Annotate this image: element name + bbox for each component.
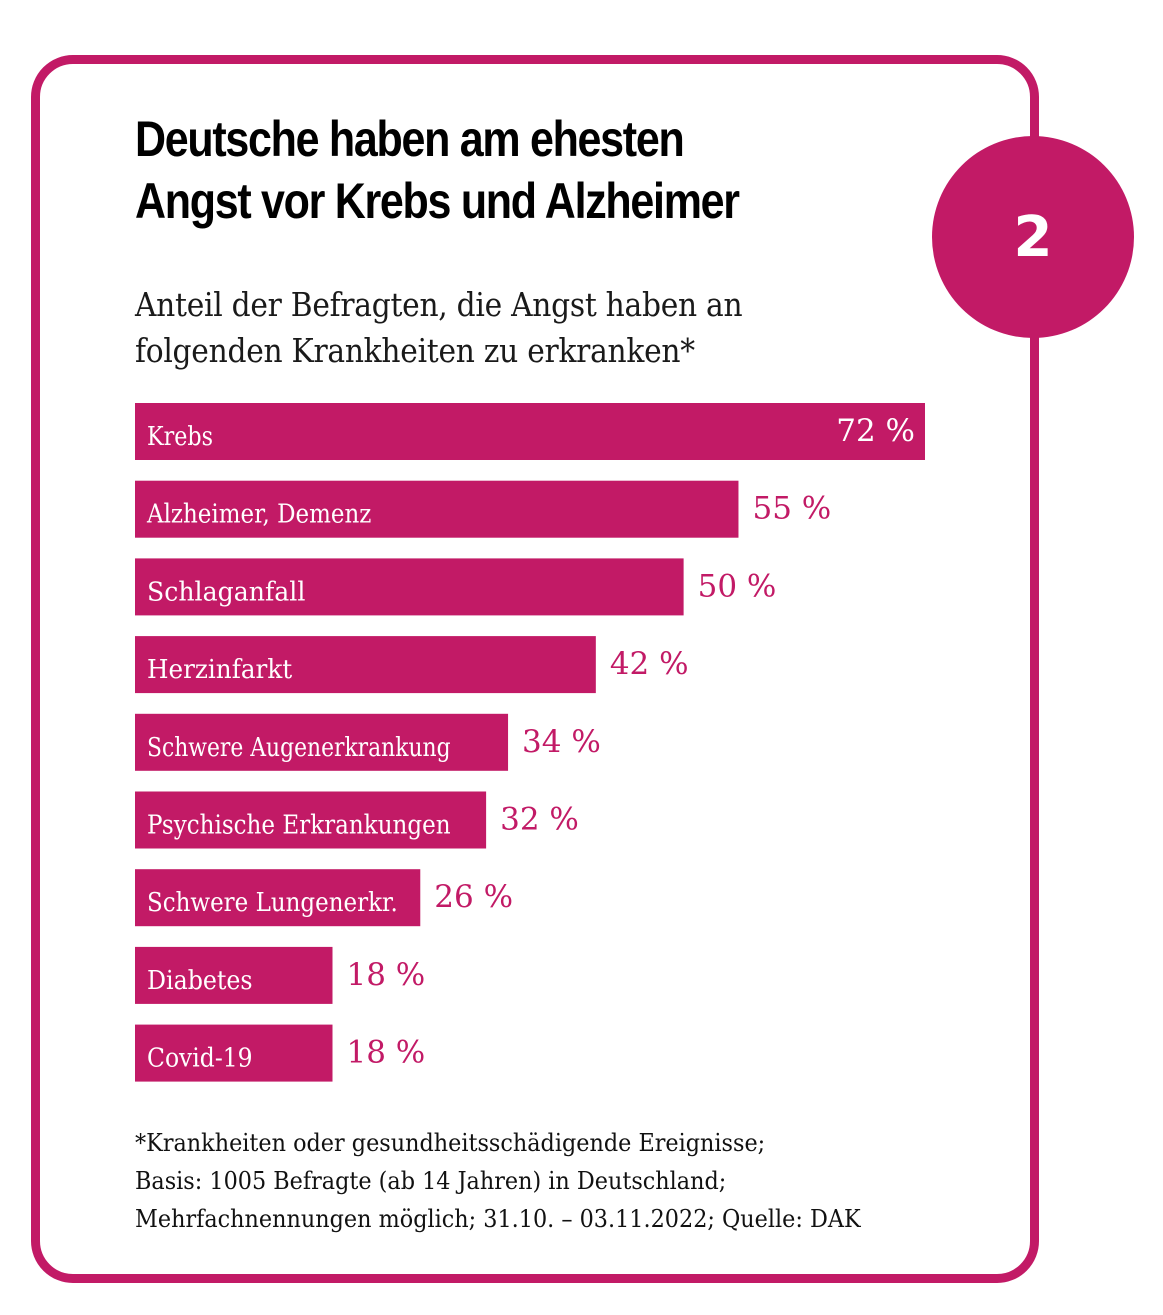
bar-value-label: 26 % (434, 879, 513, 915)
bar-category-label: Schwere Lungenerkr. (147, 888, 398, 918)
bar-category-label: Schwere Augenerkrankung (147, 733, 451, 763)
bar-value-label: 18 % (347, 957, 426, 993)
subtitle-line-1: Anteil der Befragten, die Angst haben an (135, 285, 743, 324)
bar-value-label: 55 % (752, 491, 831, 527)
footnote-line-3: Mehrfachnennungen möglich; 31.10. – 03.1… (135, 1205, 861, 1233)
title-line-1: Deutsche haben am ehesten (135, 111, 685, 167)
bar-value-label: 42 % (610, 646, 689, 682)
bar-group: Krebs 72 % (135, 403, 925, 460)
bar-value-label: 34 % (522, 724, 601, 760)
bar-category-label: Schlaganfall (147, 577, 305, 607)
footnote-line-2: Basis: 1005 Befragte (ab 14 Jahren) in D… (135, 1167, 727, 1195)
card-frame (31, 55, 1039, 1283)
bar-value-label: 50 % (698, 568, 777, 604)
chart-number-badge: 2 (932, 136, 1134, 338)
bar-group: Schwere Augenerkrankung 34 % (135, 713, 601, 771)
bar (135, 1024, 333, 1082)
bar (135, 946, 333, 1004)
footnote: *Krankheiten oder gesundheitsschädigende… (135, 1124, 972, 1238)
bar (135, 791, 487, 849)
bar-category-label: Krebs (147, 422, 213, 452)
bar-value-label: 18 % (347, 1035, 426, 1071)
bar-group: Herzinfarkt 42 % (135, 636, 689, 694)
bar-group: Covid-19 18 % (135, 1024, 426, 1082)
chart-title: Deutsche haben am ehesten Angst vor Kreb… (135, 108, 806, 232)
bar (135, 869, 421, 927)
bar-value-label: 32 % (500, 802, 579, 838)
bar (135, 480, 739, 538)
badge-number: 2 (1013, 204, 1053, 270)
bar-group: Diabetes 18 % (135, 946, 426, 1004)
bar-value-label: 72 % (836, 413, 915, 449)
bar-category-label: Covid-19 (147, 1044, 253, 1074)
bar-group: Schlaganfall 50 % (135, 558, 777, 616)
bar-group: Alzheimer, Demenz 55 % (135, 480, 831, 538)
title-line-2: Angst vor Krebs und Alzheimer (135, 173, 740, 229)
bar-group: Psychische Erkrankungen 32 % (135, 791, 579, 849)
chart-subtitle: Anteil der Befragten, die Angst haben an… (135, 282, 819, 374)
bar (135, 713, 509, 771)
footnote-line-1: *Krankheiten oder gesundheitsschädigende… (135, 1129, 766, 1157)
bar (135, 558, 684, 616)
bar-category-label: Psychische Erkrankungen (147, 811, 451, 841)
bar-category-label: Alzheimer, Demenz (146, 500, 371, 530)
bar-group: Schwere Lungenerkr. 26 % (135, 869, 513, 927)
bar-category-label: Herzinfarkt (147, 655, 293, 685)
bar (135, 403, 925, 460)
bar (135, 636, 596, 694)
subtitle-line-2: folgenden Krankheiten zu erkranken* (135, 331, 695, 370)
bar-category-label: Diabetes (147, 966, 253, 996)
